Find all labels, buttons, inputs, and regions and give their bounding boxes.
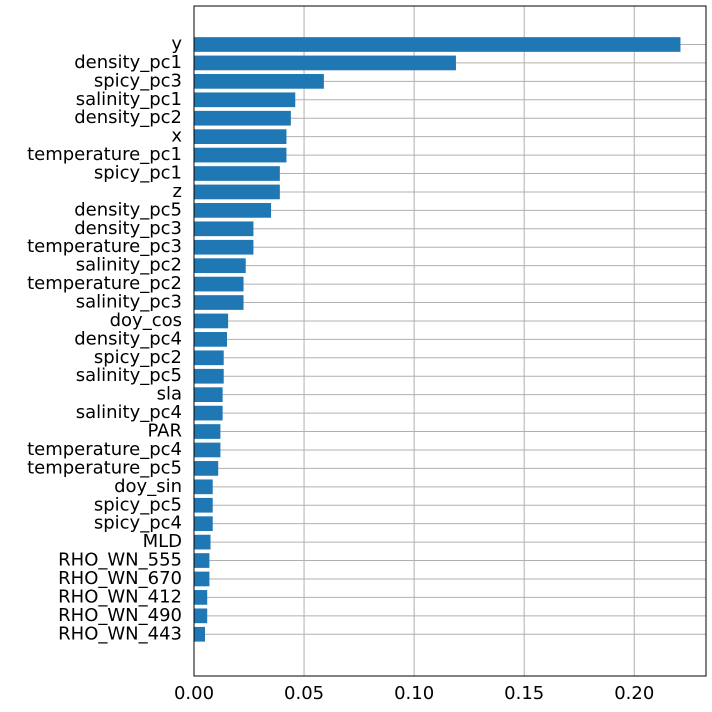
bar <box>194 276 244 292</box>
y-tick-label: doy_cos <box>110 310 182 331</box>
bar <box>194 55 456 71</box>
y-tick-label: RHO_WN_412 <box>58 586 182 607</box>
y-tick-label: salinity_pc5 <box>76 365 182 386</box>
bar <box>194 332 228 347</box>
bar <box>194 479 213 495</box>
y-tick-label: PAR <box>147 421 182 442</box>
x-tick-label: 0.20 <box>614 683 654 704</box>
y-tick-label: temperature_pc5 <box>27 457 182 478</box>
bar <box>194 461 219 476</box>
y-tick-label: spicy_pc3 <box>94 70 182 91</box>
bar <box>194 424 221 439</box>
x-tick-label: 0.00 <box>174 683 214 704</box>
y-tick-label: x <box>171 126 182 147</box>
bars <box>194 37 681 642</box>
x-tick-labels: 0.00 0.05 0.10 0.15 0.20 <box>174 683 654 704</box>
x-tick-label: 0.15 <box>504 683 544 704</box>
y-tick-label: RHO_WN_670 <box>58 568 182 589</box>
x-tick-label: 0.05 <box>284 683 324 704</box>
y-tick-label: temperature_pc2 <box>27 273 182 294</box>
bar <box>194 387 223 403</box>
bar <box>194 92 296 108</box>
bar <box>194 239 254 255</box>
bar <box>194 184 280 200</box>
y-tick-label: salinity_pc4 <box>76 402 182 423</box>
y-tick-label: z <box>173 181 182 202</box>
bar <box>194 110 291 126</box>
bar <box>194 129 287 144</box>
x-tick-label: 0.10 <box>394 683 434 704</box>
bar <box>194 147 287 163</box>
bar <box>194 497 213 513</box>
bar <box>194 571 210 587</box>
y-tick-label: salinity_pc1 <box>76 89 182 110</box>
bar <box>194 74 324 89</box>
bar <box>194 313 229 329</box>
bar <box>194 203 272 218</box>
bar <box>194 37 681 52</box>
y-tick-label: RHO_WN_443 <box>58 623 182 644</box>
bar <box>194 350 224 366</box>
y-tick-label: salinity_pc3 <box>76 292 182 313</box>
bar <box>194 590 208 605</box>
plot-frame <box>193 5 707 677</box>
y-tick-label: density_pc3 <box>74 218 182 239</box>
y-tick-label: temperature_pc3 <box>27 236 182 257</box>
y-tick-label: y <box>171 34 182 55</box>
bar <box>194 626 206 642</box>
y-tick-label: salinity_pc2 <box>76 255 182 276</box>
bar <box>194 368 224 384</box>
y-tick-label: spicy_pc4 <box>94 513 182 534</box>
y-tick-label: spicy_pc5 <box>94 494 182 515</box>
y-tick-labels: ydensity_pc1spicy_pc3salinity_pc1density… <box>27 34 182 645</box>
y-tick-label: RHO_WN_555 <box>58 550 182 571</box>
bar <box>194 221 254 237</box>
bar <box>194 258 246 274</box>
y-tick-label: density_pc5 <box>74 199 182 220</box>
bar <box>194 516 213 532</box>
y-tick-label: density_pc4 <box>74 328 182 349</box>
bar <box>194 608 208 624</box>
y-tick-label: temperature_pc1 <box>27 144 182 165</box>
y-tick-label: sla <box>157 384 182 405</box>
bar <box>194 534 211 550</box>
y-tick-label: RHO_WN_490 <box>58 605 182 626</box>
bar <box>194 553 210 568</box>
y-tick-label: spicy_pc2 <box>94 347 182 368</box>
y-tick-label: doy_sin <box>114 476 182 497</box>
y-tick-label: MLD <box>143 531 182 552</box>
bar <box>194 405 223 421</box>
y-tick-label: spicy_pc1 <box>94 163 182 184</box>
bar <box>194 166 280 181</box>
y-tick-label: density_pc2 <box>74 107 182 128</box>
y-tick-label: temperature_pc4 <box>27 439 182 460</box>
y-tick-label: density_pc1 <box>74 52 182 73</box>
bar <box>194 295 244 310</box>
bar <box>194 442 221 458</box>
